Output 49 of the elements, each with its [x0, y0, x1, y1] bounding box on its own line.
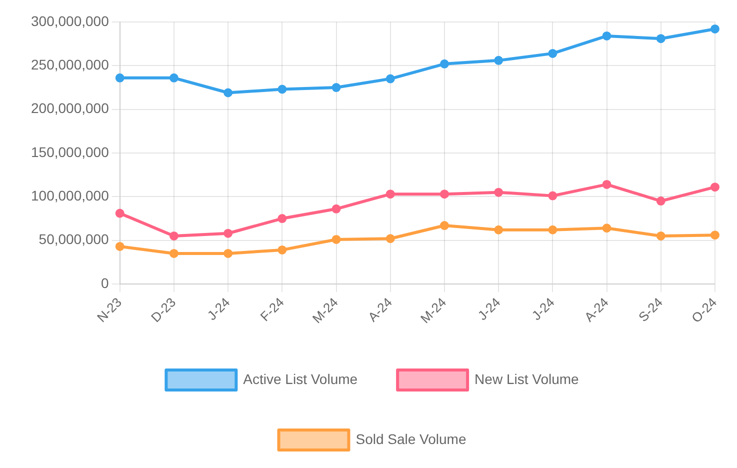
point: [602, 224, 612, 233]
point: [115, 73, 124, 82]
point: [656, 231, 666, 240]
point: [278, 214, 287, 224]
x-tick-label: J-24: [474, 294, 504, 324]
point: [602, 180, 612, 189]
point: [278, 245, 287, 254]
point: [710, 24, 720, 34]
point: [224, 228, 233, 238]
point: [332, 83, 341, 92]
point: [386, 190, 395, 199]
point: [169, 248, 178, 258]
point: [332, 204, 341, 214]
legend-label: New List Volume: [474, 370, 580, 387]
point: [494, 188, 504, 197]
point: [224, 248, 233, 258]
point: [494, 225, 504, 234]
point: [278, 84, 287, 94]
x-tick-label: J-24: [204, 294, 233, 324]
y-tick-label: 150,000,000: [30, 144, 110, 160]
point: [656, 34, 666, 44]
y-tick-label: 50,000,000: [38, 231, 110, 248]
point: [115, 242, 124, 251]
point: [440, 59, 449, 68]
x-tick-label: J-24: [528, 294, 558, 324]
y-tick-label: 100,000,000: [30, 188, 110, 204]
point: [656, 196, 666, 206]
point: [386, 74, 395, 84]
point: [710, 230, 720, 240]
point: [115, 208, 124, 218]
y-tick-label: 250,000,000: [30, 56, 110, 73]
point: [224, 88, 233, 98]
point: [169, 73, 178, 82]
point: [440, 221, 449, 230]
legend-label: Active List Volume: [243, 370, 358, 387]
point: [602, 31, 612, 40]
point: [440, 190, 449, 199]
point: [494, 56, 504, 65]
point: [332, 234, 341, 244]
point: [548, 48, 558, 58]
point: [169, 231, 178, 240]
point: [386, 234, 395, 244]
point: [548, 191, 558, 200]
point: [548, 225, 558, 234]
y-tick-label: 200,000,000: [30, 100, 110, 116]
y-tick-label: 0: [101, 274, 110, 291]
y-tick-label: 300,000,000: [30, 12, 110, 29]
point: [710, 182, 720, 192]
legend-label: Sold Sale Volume: [356, 430, 466, 447]
